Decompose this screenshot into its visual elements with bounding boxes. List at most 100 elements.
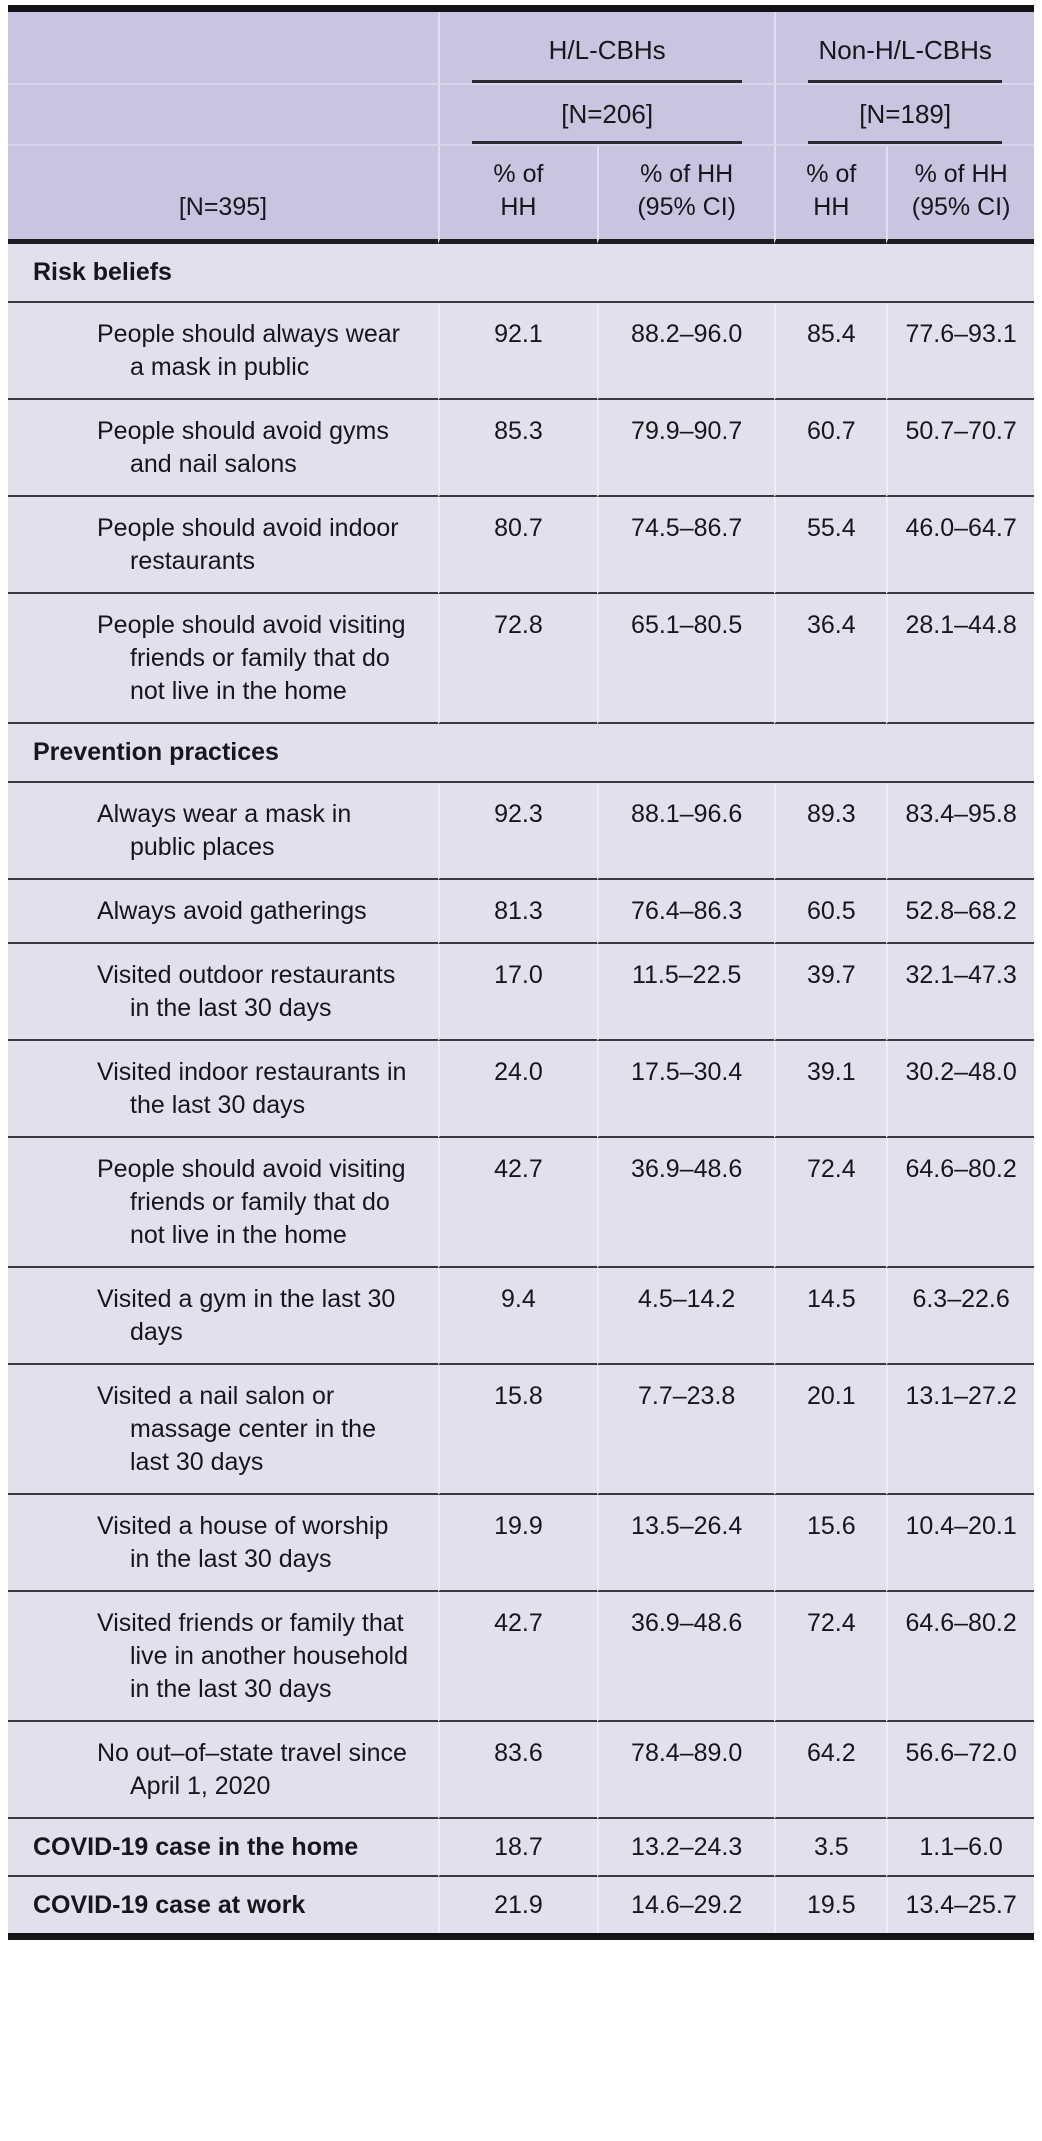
table-row: People should avoid visiting friends or … [8,1138,1034,1268]
table-header: H/L-CBHs Non-H/L-CBHs [N=206] [N=189] [N… [8,12,1034,244]
col-header-ci-1: % of HH (95% CI) [596,146,775,244]
value-cell: 19.9 [437,1495,597,1592]
value-cell: 13.4–25.7 [886,1877,1034,1933]
household-behaviors-table: H/L-CBHs Non-H/L-CBHs [N=206] [N=189] [N… [8,5,1034,1940]
value-cell: 13.1–27.2 [886,1365,1034,1495]
value-cell: 65.1–80.5 [596,594,775,724]
table-row: Always avoid gatherings 81.3 76.4–86.3 60.5… [8,880,1034,944]
table-row: People should avoid indoor restaurants 80… [8,497,1034,594]
table-row: People should avoid visiting friends or … [8,594,1034,724]
value-cell: 30.2–48.0 [886,1041,1034,1138]
value-cell: 74.5–86.7 [596,497,775,594]
table-row: Visited friends or family that live in a… [8,1592,1034,1722]
group-title-row: H/L-CBHs Non-H/L-CBHs [8,12,1034,85]
value-cell: 64.6–80.2 [886,1138,1034,1268]
value-cell: 88.2–96.0 [596,303,775,400]
value-cell: 7.7–23.8 [596,1365,775,1495]
value-cell: 78.4–89.0 [596,1722,775,1819]
row-label: Visited friends or family that live in a… [8,1592,438,1722]
row-label: People should avoid indoor restaurants [8,497,438,594]
value-cell: 52.8–68.2 [886,880,1034,944]
value-cell: 76.4–86.3 [596,880,775,944]
col-header-ci-2: % of HH (95% CI) [886,146,1034,244]
table-container: H/L-CBHs Non-H/L-CBHs [N=206] [N=189] [N… [8,5,1034,1940]
table-row: Visited a gym in the last 30 days 9.4 4.5–… [8,1268,1034,1365]
value-cell: 20.1 [774,1365,887,1495]
value-cell: 60.7 [774,400,887,497]
value-cell: 56.6–72.0 [886,1722,1034,1819]
value-cell: 32.1–47.3 [886,944,1034,1041]
value-cell: 79.9–90.7 [596,400,775,497]
value-cell: 13.5–26.4 [596,1495,775,1592]
row-label: COVID-19 case in the home [8,1819,438,1877]
table-body: Risk beliefs People should always wear a … [8,244,1034,1933]
stub-n-header: [N=395] [8,146,438,244]
section-row: Risk beliefs [8,244,1034,303]
value-cell: 77.6–93.1 [886,303,1034,400]
value-cell: 83.4–95.8 [886,783,1034,880]
section-row: Prevention practices [8,724,1034,783]
value-cell: 92.3 [437,783,597,880]
value-cell: 14.5 [774,1268,887,1365]
table-row: Visited a nail salon or massage center i… [8,1365,1034,1495]
row-label: People should avoid visiting friends or … [8,594,438,724]
value-cell: 24.0 [437,1041,597,1138]
value-cell: 36.4 [774,594,887,724]
value-cell: 18.7 [437,1819,597,1877]
value-cell: 17.0 [437,944,597,1041]
value-cell: 36.9–48.6 [596,1592,775,1722]
value-cell: 85.4 [774,303,887,400]
value-cell: 36.9–48.6 [596,1138,775,1268]
value-cell: 60.5 [774,880,887,944]
value-cell: 88.1–96.6 [596,783,775,880]
col-header-pct-hh-1: % of HH [437,146,597,244]
value-cell: 64.6–80.2 [886,1592,1034,1722]
value-cell: 4.5–14.2 [596,1268,775,1365]
value-cell: 11.5–22.5 [596,944,775,1041]
value-cell: 9.4 [437,1268,597,1365]
group-header-hl-cbhs: H/L-CBHs [437,12,775,85]
value-cell: 15.6 [774,1495,887,1592]
value-cell: 42.7 [437,1592,597,1722]
value-cell: 19.5 [774,1877,887,1933]
table-row: COVID-19 case at work 21.9 14.6–29.2 19.5 13… [8,1877,1034,1933]
value-cell: 72.8 [437,594,597,724]
value-cell: 42.7 [437,1138,597,1268]
value-cell: 80.7 [437,497,597,594]
value-cell: 46.0–64.7 [886,497,1034,594]
row-label: Visited indoor restaurants in the last 3… [8,1041,438,1138]
value-cell: 50.7–70.7 [886,400,1034,497]
table-row: People should always wear a mask in publ… [8,303,1034,400]
value-cell: 10.4–20.1 [886,1495,1034,1592]
value-cell: 14.6–29.2 [596,1877,775,1933]
value-cell: 81.3 [437,880,597,944]
row-label: Visited outdoor restaurants in the last … [8,944,438,1041]
row-label: People should always wear a mask in publ… [8,303,438,400]
value-cell: 17.5–30.4 [596,1041,775,1138]
value-cell: 85.3 [437,400,597,497]
row-label: Visited a nail salon or massage center i… [8,1365,438,1495]
section-label: Prevention practices [8,724,1034,783]
value-cell: 1.1–6.0 [886,1819,1034,1877]
group-n-row: [N=206] [N=189] [8,85,1034,146]
group-n-hl-cbhs: [N=206] [437,85,775,146]
row-label: COVID-19 case at work [8,1877,438,1933]
table-row: Visited outdoor restaurants in the last … [8,944,1034,1041]
table-row: Always wear a mask in public places 92.3 8… [8,783,1034,880]
table-row: Visited a house of worship in the last 3… [8,1495,1034,1592]
group-n-non-hl-cbhs: [N=189] [774,85,1034,146]
table-row: People should avoid gyms and nail salons… [8,400,1034,497]
value-cell: 72.4 [774,1592,887,1722]
row-label: Visited a gym in the last 30 days [8,1268,438,1365]
row-label: People should avoid gyms and nail salons [8,400,438,497]
value-cell: 83.6 [437,1722,597,1819]
row-label: People should avoid visiting friends or … [8,1138,438,1268]
value-cell: 15.8 [437,1365,597,1495]
section-label: Risk beliefs [8,244,1034,303]
col-header-pct-hh-2: % of HH [774,146,887,244]
group-header-non-hl-cbhs: Non-H/L-CBHs [774,12,1034,85]
row-label: Always wear a mask in public places [8,783,438,880]
row-label: Visited a house of worship in the last 3… [8,1495,438,1592]
value-cell: 13.2–24.3 [596,1819,775,1877]
value-cell: 92.1 [437,303,597,400]
